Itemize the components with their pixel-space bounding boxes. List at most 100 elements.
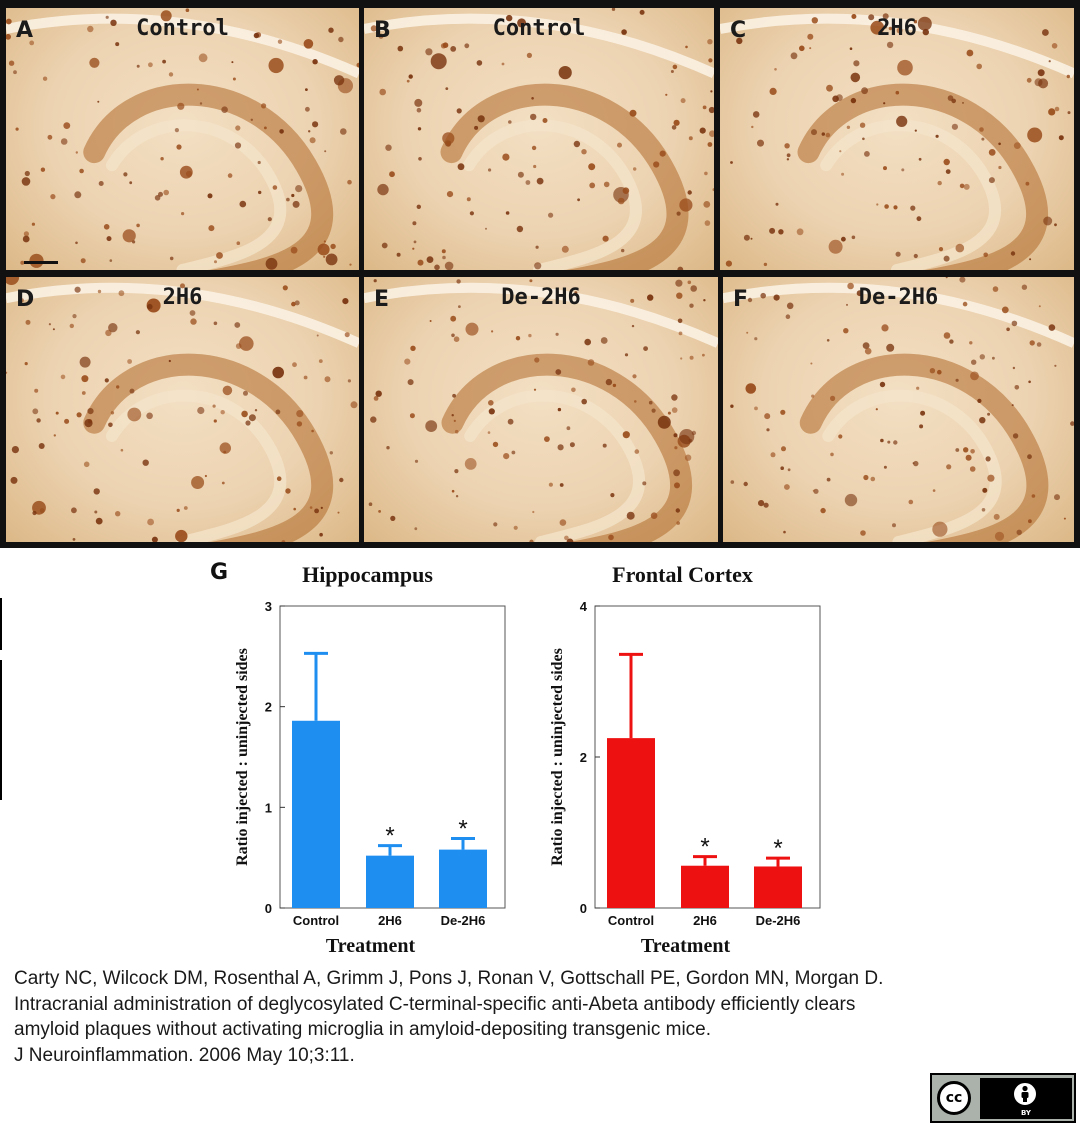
plaque-dot — [1028, 519, 1032, 524]
plaque-dot — [502, 153, 510, 161]
plaque-dot — [464, 43, 470, 49]
plaque-dot — [98, 181, 104, 186]
plaque-dot — [451, 333, 455, 338]
plaque-dot — [268, 57, 284, 74]
citation-title: Intracranial administration of deglycosy… — [14, 993, 856, 1041]
plaque-dot — [185, 8, 190, 12]
plaque-dot — [55, 411, 59, 415]
plaque-dot — [220, 410, 225, 415]
plaque-dot — [513, 525, 518, 530]
plaque-dot — [648, 400, 653, 405]
plaque-dot — [998, 165, 1002, 170]
plaque-dot — [893, 205, 898, 210]
plaque-dot — [414, 459, 419, 463]
plaque-dot — [611, 8, 616, 11]
plaque-dot — [258, 190, 262, 195]
plaque-dot — [959, 277, 966, 283]
plaque-dot — [1027, 127, 1043, 143]
plaque-dot — [559, 483, 564, 487]
plaque-dot — [566, 538, 574, 542]
plaque-dot — [884, 204, 889, 209]
plaque-dot — [883, 166, 887, 171]
plaque-dot — [239, 200, 247, 208]
plaque-dot — [600, 337, 608, 344]
plaque-dot — [988, 149, 996, 156]
plaque-dot — [780, 409, 786, 415]
plaque-dot — [413, 240, 417, 244]
plaque-dot — [290, 246, 298, 254]
panel-letter: E — [374, 287, 390, 312]
plaque-dot — [450, 46, 457, 52]
plaque-dot — [745, 383, 757, 394]
plaque-dot — [1054, 106, 1060, 112]
plaque-dot — [105, 15, 109, 19]
plaque-dot — [198, 53, 208, 63]
plaque-dot — [444, 261, 454, 270]
plaque-dot — [1066, 74, 1070, 79]
plaque-dot — [458, 305, 461, 308]
plaque-dot — [751, 125, 754, 129]
plaque-dot — [943, 158, 950, 166]
plaque-dot — [913, 253, 918, 259]
plaque-dot — [839, 150, 842, 153]
cc-by-license-badge[interactable]: cc BY — [930, 1073, 1076, 1123]
plaque-dot — [820, 507, 826, 514]
plaque-dot — [754, 337, 758, 341]
plaque-dot — [677, 318, 683, 324]
y-tick-label: 0 — [580, 901, 587, 916]
plaque-dot — [93, 488, 100, 495]
plaque-dot — [325, 253, 338, 266]
plaque-dot — [379, 88, 386, 96]
plaque-dot — [330, 243, 336, 250]
plaque-dot — [841, 236, 846, 242]
plaque-dot — [979, 417, 986, 424]
plaque-dot — [830, 395, 836, 401]
plaque-dot — [602, 443, 607, 448]
plaque-dot — [429, 320, 432, 322]
plaque-dot — [303, 375, 308, 380]
plaque-dot — [951, 123, 958, 130]
plaque-dot — [679, 429, 695, 445]
plaque-dot — [981, 137, 985, 141]
plaque-dot — [488, 168, 492, 172]
plaque-dot — [416, 107, 422, 113]
plaque-dot — [97, 289, 102, 294]
plaque-dot — [74, 286, 81, 293]
plaque-dot — [943, 332, 951, 339]
cell-layer — [105, 389, 287, 542]
plaque-dot — [807, 33, 814, 40]
plaque-dot — [95, 517, 103, 525]
plaque-dot — [783, 530, 786, 534]
plaque-dot — [812, 489, 815, 492]
plaque-dot — [286, 197, 290, 202]
micrograph-grid: A Control B Control C 2H6 D 2H6 E De-2H6… — [0, 0, 1080, 548]
plaque-dot — [11, 446, 19, 454]
plaque-dot — [671, 407, 678, 413]
plaque-dot — [42, 76, 48, 81]
plaque-dot — [555, 369, 562, 375]
plaque-dot — [811, 17, 818, 24]
plaque-dot — [350, 401, 358, 409]
plaque-dot — [36, 418, 41, 423]
plaque-dot — [943, 255, 950, 262]
plaque-dot — [784, 143, 790, 149]
panel-letter: A — [16, 18, 34, 43]
plaque-dot — [1028, 380, 1031, 384]
plaque-dot — [1034, 78, 1043, 87]
plaque-dot — [108, 323, 118, 333]
plaque-dot — [775, 202, 779, 206]
plaque-dot — [754, 406, 758, 411]
plaque-dot — [963, 183, 970, 190]
plaque-dot — [796, 228, 804, 236]
plaque-dot — [838, 434, 843, 439]
tissue-edge — [364, 13, 714, 79]
plaque-dot — [558, 66, 572, 80]
plaque-dot — [888, 26, 893, 31]
plaque-dot — [886, 41, 894, 49]
plaque-dot — [147, 518, 155, 526]
plaque-dot — [183, 506, 188, 510]
plaque-dot — [674, 446, 678, 450]
plaque-dot — [13, 70, 17, 75]
plaque-dot — [501, 62, 505, 66]
plaque-dot — [825, 132, 831, 138]
